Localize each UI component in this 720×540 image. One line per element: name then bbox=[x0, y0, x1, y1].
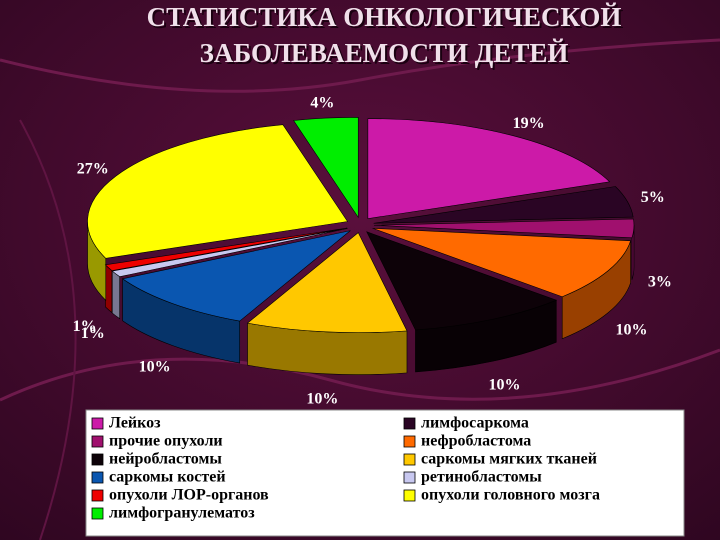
pie-slice bbox=[373, 218, 635, 239]
pie-slice bbox=[111, 228, 348, 277]
legend-swatch bbox=[91, 435, 104, 448]
pie-slice bbox=[104, 227, 348, 271]
decor bbox=[0, 348, 720, 402]
legend-swatch bbox=[91, 507, 104, 520]
legend-label: прочие опухоли bbox=[109, 433, 223, 450]
data-label: 10% bbox=[306, 391, 338, 408]
decor bbox=[19, 119, 77, 540]
data-label: 27% bbox=[77, 160, 109, 177]
data-label: 10% bbox=[615, 322, 647, 339]
pie-slice bbox=[87, 124, 349, 259]
chart-title: СТАТИСТИКА ОНКОЛОГИЧЕСКОЙ bbox=[147, 2, 622, 32]
data-label: 10% bbox=[139, 359, 171, 376]
legend-swatch bbox=[403, 453, 416, 466]
legend-swatch bbox=[403, 417, 416, 430]
legend-label: опухоли головного мозга bbox=[421, 487, 600, 504]
legend-label: ретинобластомы bbox=[421, 469, 542, 486]
legend-swatch bbox=[403, 489, 416, 502]
legend-label: саркомы мягких тканей bbox=[421, 451, 597, 468]
legend-label: нейробластомы bbox=[109, 451, 222, 468]
data-label: 10% bbox=[489, 377, 521, 394]
data-label: 19% bbox=[513, 115, 545, 132]
data-label: 5% bbox=[641, 189, 665, 206]
decor bbox=[0, 38, 720, 93]
data-label: 1% bbox=[73, 318, 97, 335]
legend-label: опухоли ЛОР-органов bbox=[109, 487, 269, 504]
legend-swatch bbox=[403, 471, 416, 484]
chart-title: ЗАБОЛЕВАЕМОСТИ ДЕТЕЙ bbox=[200, 38, 569, 68]
pie-slice bbox=[293, 117, 359, 219]
data-label: 1% bbox=[81, 325, 105, 342]
legend-swatch bbox=[403, 435, 416, 448]
slice-side bbox=[105, 264, 113, 314]
pie-slice bbox=[367, 118, 611, 219]
legend-label: саркомы костей bbox=[109, 469, 226, 486]
pie-slice bbox=[366, 231, 558, 331]
pie-slice bbox=[121, 230, 351, 322]
slice-side bbox=[111, 270, 120, 320]
data-label: 4% bbox=[310, 95, 334, 112]
pie-slice bbox=[373, 186, 634, 224]
legend-box bbox=[85, 409, 685, 537]
legend-swatch bbox=[91, 489, 104, 502]
legend-label: лимфогранулематоз bbox=[109, 505, 255, 522]
pie-slice bbox=[372, 227, 632, 298]
legend-label: лимфосаркома bbox=[421, 415, 529, 432]
legend-swatch bbox=[91, 471, 104, 484]
legend-swatch bbox=[91, 453, 104, 466]
legend-swatch bbox=[91, 417, 104, 430]
legend-label: нефробластома bbox=[421, 433, 531, 450]
pie-slice bbox=[246, 232, 408, 333]
title-shadow: ЗАБОЛЕВАЕМОСТИ ДЕТЕЙ bbox=[202, 40, 571, 70]
legend-label: Лейкоз bbox=[109, 415, 161, 432]
title-shadow: СТАТИСТИКА ОНКОЛОГИЧЕСКОЙ bbox=[149, 4, 624, 34]
data-label: 3% bbox=[648, 274, 672, 291]
